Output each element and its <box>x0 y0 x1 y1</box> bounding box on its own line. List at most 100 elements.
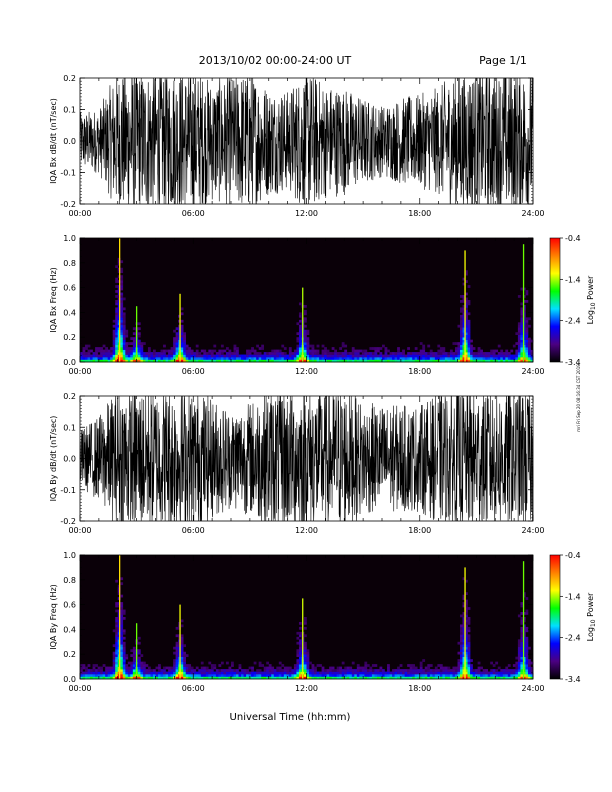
panel-by-freq-cell <box>220 669 224 672</box>
panel-by-freq-cell <box>485 676 488 680</box>
panel-bx-freq-cell <box>115 329 119 333</box>
panel-by-freq-cell <box>525 609 529 613</box>
panel-by-freq-cell <box>298 646 302 650</box>
panel-bx-freq-cell <box>173 339 176 343</box>
panel-by-freq-cell <box>457 676 461 680</box>
panel-bx-freq-cell <box>293 349 297 353</box>
panel-bx-freq-cell <box>168 359 171 363</box>
panel-bx-freq-cell <box>422 347 426 350</box>
panel-bx-freq-cell <box>95 349 98 353</box>
panel-bx-freq-cell <box>309 357 312 360</box>
panel-by-freq-cell <box>427 671 431 675</box>
panel-bx-freq-cell <box>522 334 526 338</box>
panel-by-freq-cell <box>82 671 86 675</box>
panel-by-freq-cell <box>190 676 194 680</box>
panel-bx-freq-cell <box>165 349 169 353</box>
panel-by-freq-cell <box>298 626 302 630</box>
panel-bx-freq-cell <box>193 357 197 360</box>
panel-bx-freq-cell <box>218 349 222 353</box>
panel-by-freq-cell <box>198 674 202 677</box>
panel-bx-freq-cell <box>122 297 126 301</box>
panel-bx-freq-cell <box>366 357 370 360</box>
panel-by-freq-cell <box>462 619 466 623</box>
panel-by-freq-cell <box>120 617 124 620</box>
panel-bx-freq-cell <box>374 352 378 355</box>
panel-bx-freq-cell <box>132 359 136 363</box>
panel-bx-freq-cell <box>298 342 302 345</box>
panel-bx-freq-cell <box>115 302 119 306</box>
panel-bx-freq-cell <box>168 357 171 360</box>
panel-by-freq-cell <box>306 661 310 665</box>
panel-bx-freq-cell <box>376 357 380 360</box>
panel-by-freq-cell <box>319 676 322 680</box>
panel-by-freq-cell <box>467 629 471 633</box>
panel-bx-freq-cell <box>525 339 529 343</box>
panel-by-freq-cell <box>525 626 529 630</box>
panel-bx-freq-cell <box>152 357 156 360</box>
panel-bx-freq-cell <box>356 359 360 363</box>
panel-by-freq-cell <box>366 674 370 677</box>
panel-bx-freq-cell <box>522 322 526 326</box>
panel-bx-freq-cell <box>258 352 262 355</box>
panel-bx-freq-cell <box>203 359 207 363</box>
panel-by-freq-cell <box>306 676 310 680</box>
panel-by-freq-cell <box>132 649 136 653</box>
panel-bx-freq-cell <box>293 352 297 355</box>
panel-by-freq-cell <box>361 666 365 670</box>
panel-bx-freq-cell <box>460 359 463 363</box>
panel-bx-freq-cell <box>170 347 174 350</box>
panel-by-freq-cell <box>203 666 207 670</box>
panel-by-freq-cell <box>278 666 282 670</box>
panel-by-freq-cell <box>515 676 519 680</box>
panel-by-freq-cell <box>522 676 526 680</box>
panel-by-freq-cell <box>334 674 337 677</box>
panel-bx-freq-cell <box>520 337 524 340</box>
panel-by-freq-cell <box>462 636 466 640</box>
panel-bx-freq-cell <box>462 297 466 301</box>
panel-bx-freq-cell <box>460 357 463 360</box>
panel-by-freq-cell <box>215 676 219 680</box>
panel-bx-freq-cell <box>344 359 348 363</box>
panel-bx-freq-cell <box>465 342 468 345</box>
panel-by-freq-cell <box>467 671 471 675</box>
panel-by-freq-cell <box>140 666 144 670</box>
panel-by-freq-cell <box>263 676 267 680</box>
panel-bx-freq-cell <box>198 354 202 358</box>
panel-by-freq-cell <box>399 671 403 675</box>
panel-by-freq-cell <box>467 649 471 653</box>
panel-bx-freq-cell <box>122 317 126 321</box>
panel-bx-freq-cell <box>485 354 488 358</box>
panel-by-freq-cell <box>142 661 146 665</box>
panel-bx-freq-x-tick-label: 12:00 <box>295 367 318 376</box>
panel-bx-freq-cell <box>251 354 254 358</box>
panel-by-freq-cell <box>359 671 363 675</box>
panel-by-freq-cell <box>137 636 141 640</box>
panel-by-freq-cell <box>80 676 83 680</box>
panel-bx-freq-cell <box>457 357 461 360</box>
panel-by-freq-cell <box>170 669 174 672</box>
panel-bx-freq-cell <box>303 359 307 363</box>
panel-by-freq-cell <box>467 656 471 660</box>
panel-by-freq-cell <box>115 634 119 638</box>
panel-bx-freq-cell <box>115 337 119 340</box>
panel-bx-freq-cell <box>223 357 227 360</box>
panel-by-freq-cell <box>467 664 471 667</box>
panel-by-freq-cell <box>517 664 521 667</box>
panel-bx-freq-cell <box>477 359 481 363</box>
panel-bx-freq-cell <box>462 342 466 345</box>
panel-by-freq-cell <box>487 676 491 680</box>
panel-by-freq-cell <box>382 674 385 677</box>
panel-by-freq-cell <box>188 664 192 667</box>
panel-bx-freq-cell <box>336 357 340 360</box>
panel-bx-dbdt-series-line <box>79 77 534 205</box>
panel-by-freq-cell <box>339 666 343 670</box>
panel-by-freq-cell <box>326 671 330 675</box>
panel-by-freq-cell <box>286 669 290 672</box>
panel-by-freq-cell <box>203 674 207 677</box>
panel-by-freq-cell <box>303 619 307 623</box>
panel-by-freq-cell <box>175 666 179 670</box>
panel-bx-freq-cell <box>394 357 398 360</box>
panel-bx-freq-cell <box>110 352 114 355</box>
panel-bx-freq-cell <box>460 354 463 358</box>
panel-by-freq-cell <box>520 641 524 645</box>
